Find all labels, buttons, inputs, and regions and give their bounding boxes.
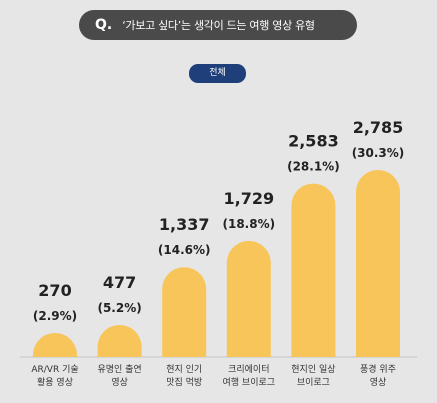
category-label-0-1: 활용 영상 — [37, 376, 73, 388]
labels-layer: 270 (2.9%) 477 (5.2%) 1,337 (14.6%) 1,729 (18.8… — [33, 118, 404, 323]
bar-3 — [226, 240, 271, 357]
category-label-4-0: 현지인 일상 — [291, 364, 335, 375]
question-banner: Q. ‘가보고 싶다’는 생각이 드는 여행 영상 유형 — [79, 10, 357, 40]
value-label-3: 1,729 — [223, 189, 274, 208]
bar-5 — [356, 170, 400, 357]
bar-0 — [33, 333, 77, 357]
question-text: ‘가보고 싶다’는 생각이 드는 여행 영상 유형 — [122, 19, 315, 32]
category-label-5-0: 풍경 위주 — [360, 363, 396, 375]
percent-label-1: (5.2%) — [97, 301, 141, 315]
category-label-3-1: 여행 브이로그 — [223, 376, 276, 388]
bar-4 — [291, 183, 336, 357]
bars-layer — [33, 170, 400, 357]
percent-label-2: (14.6%) — [158, 243, 211, 257]
bar-1 — [97, 324, 142, 357]
percent-label-5: (30.3%) — [352, 146, 405, 160]
category-label-4-1: 브이로그 — [297, 377, 330, 388]
value-label-4: 2,583 — [288, 132, 339, 151]
value-label-5: 2,785 — [353, 118, 404, 137]
percent-label-0: (2.9%) — [33, 309, 77, 323]
category-label-1-0: 유명인 출연 — [97, 364, 141, 375]
value-label-0: 270 — [38, 281, 71, 300]
value-label-1: 477 — [103, 273, 136, 292]
percent-label-4: (28.1%) — [287, 160, 340, 174]
value-label-2: 1,337 — [159, 215, 210, 234]
category-label-3-0: 크리에이터 — [228, 364, 269, 375]
percent-label-3: (18.8%) — [222, 217, 275, 231]
category-label-2-1: 맛집 먹방 — [166, 376, 202, 388]
filter-badge-all[interactable]: 전체 — [189, 64, 246, 83]
category-label-2-0: 현지 인기 — [166, 364, 202, 375]
question-mark-label: Q. — [95, 17, 113, 33]
bar-2 — [162, 267, 207, 357]
category-label-0-0: AR/VR 기술 — [31, 364, 78, 375]
category-label-1-1: 영상 — [111, 377, 128, 388]
category-label-5-1: 영상 — [370, 377, 387, 388]
